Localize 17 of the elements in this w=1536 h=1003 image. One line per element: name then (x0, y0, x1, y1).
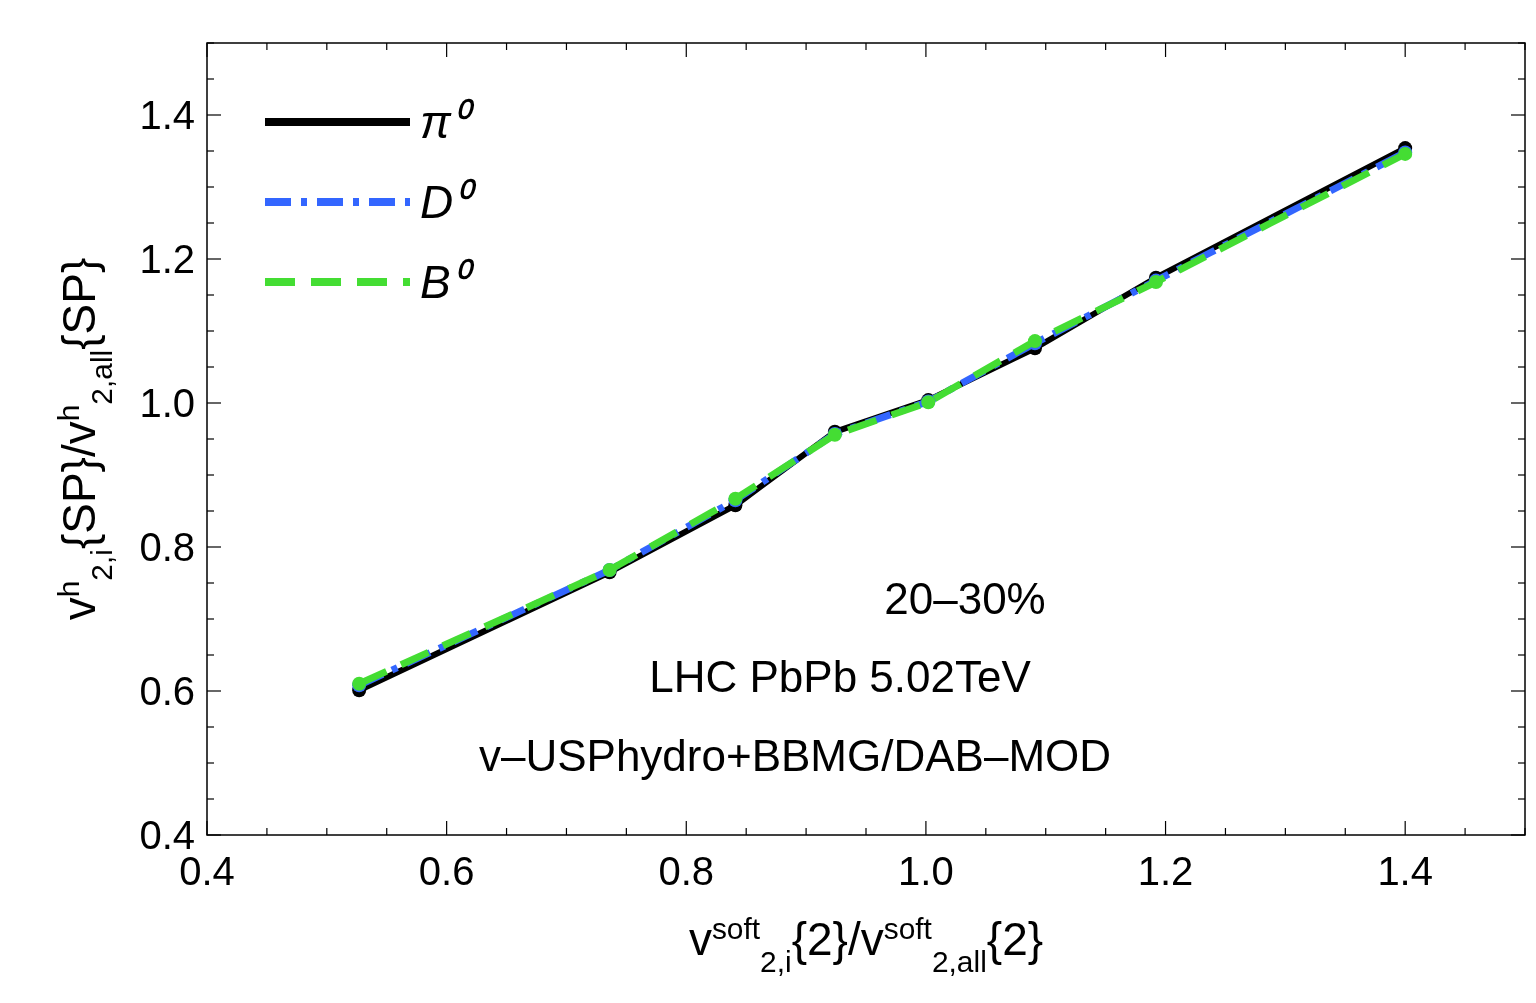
y-tick-label: 1.4 (139, 93, 195, 137)
legend-label: B⁰ (420, 256, 475, 308)
x-tick-label: 0.8 (658, 849, 715, 893)
y-tick-label: 0.8 (139, 525, 195, 569)
annotation: LHC PbPb 5.02TeV (649, 652, 1032, 701)
x-tick-label: 0.6 (418, 849, 475, 893)
x-axis-title: v$^{soft}$$_{2,i}${2}/v$^{soft}$$_{2,all}${2} (688, 911, 1044, 978)
annotation: 20–30% (884, 574, 1046, 623)
x-tick-label: 1.0 (898, 849, 954, 893)
x-tick-label: 1.2 (1137, 849, 1194, 893)
legend-label: D⁰ (420, 176, 478, 228)
x-tick-label: 1.4 (1377, 849, 1433, 893)
annotation: v–USPhydro+BBMG/DAB–MOD (478, 731, 1112, 780)
y-tick-label: 1.2 (139, 237, 195, 281)
y-tick-label: 1.0 (139, 381, 195, 425)
y-tick-label: 0.6 (139, 669, 195, 713)
legend-label: π⁰ (420, 96, 475, 148)
